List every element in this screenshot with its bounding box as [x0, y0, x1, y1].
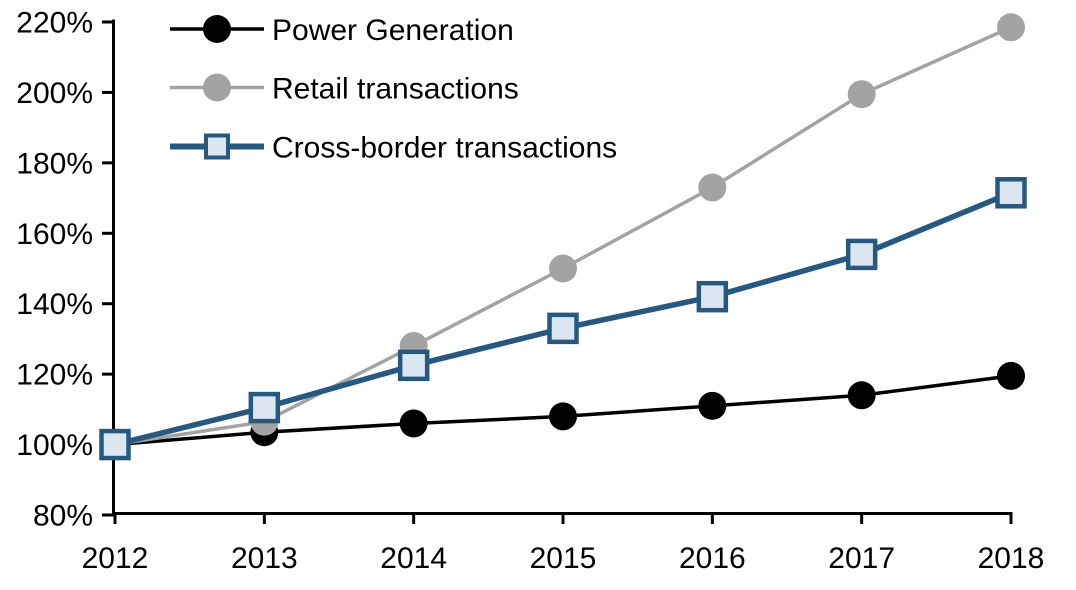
x-tick-label: 2017 — [828, 542, 895, 575]
legend: Power Generation Retail transactions Cro… — [170, 14, 617, 165]
legend-circle-marker — [203, 15, 231, 43]
x-tick-label: 2015 — [530, 542, 597, 575]
data-point-cross-border-transactions-2014 — [397, 349, 430, 382]
series-power-generation — [101, 361, 1025, 459]
data-point-power-generation-2014 — [399, 409, 428, 438]
series-line-retail-transactions — [114, 25, 1012, 447]
legend-square-marker — [204, 133, 230, 160]
data-point-retail-transactions-2015 — [549, 254, 577, 283]
series-group — [99, 13, 1027, 461]
legend-circle-marker — [203, 73, 231, 102]
x-tick-label: 2016 — [679, 542, 746, 575]
x-tick-label: 2014 — [380, 542, 447, 575]
legend-label-cross-border-transactions: Cross-border transactions — [272, 132, 617, 165]
y-tick-label: 120% — [16, 359, 93, 392]
y-tick-label: 200% — [16, 77, 93, 110]
data-point-cross-border-transactions-2017 — [845, 238, 878, 271]
x-tick-label: 2018 — [978, 542, 1045, 575]
data-point-cross-border-transactions-2016 — [696, 280, 729, 313]
legend-label-retail-transactions: Retail transactions — [272, 73, 519, 106]
data-point-power-generation-2015 — [549, 402, 577, 431]
data-point-cross-border-transactions-2013 — [248, 391, 281, 424]
data-point-cross-border-transactions-2012 — [99, 428, 131, 461]
y-tick-label: 160% — [16, 218, 93, 251]
data-point-power-generation-2018 — [997, 361, 1025, 390]
data-point-cross-border-transactions-2018 — [995, 177, 1027, 209]
data-point-power-generation-2016 — [698, 391, 727, 420]
x-tick-label: 2013 — [231, 542, 298, 575]
data-point-cross-border-transactions-2015 — [547, 312, 579, 345]
data-point-retail-transactions-2017 — [847, 80, 876, 109]
x-tick-label: 2012 — [82, 542, 149, 575]
y-tick-label: 140% — [16, 288, 93, 321]
series-cross-border-transactions — [99, 177, 1027, 461]
y-tick-label: 100% — [16, 429, 93, 462]
legend-item-power-generation: Power Generation — [170, 14, 514, 47]
legend-item-cross-border-transactions: Cross-border transactions — [170, 132, 617, 165]
y-tick-label: 220% — [16, 7, 93, 40]
legend-item-retail-transactions: Retail transactions — [170, 73, 519, 106]
data-point-retail-transactions-2018 — [997, 13, 1025, 42]
data-point-power-generation-2017 — [847, 381, 876, 410]
data-point-retail-transactions-2016 — [698, 173, 727, 202]
y-tick-label: 180% — [16, 147, 93, 180]
legend-label-power-generation: Power Generation — [272, 14, 514, 47]
y-tick-label: 80% — [33, 500, 93, 533]
axes: 80% 100% 120% 140% 160% 180% 200% 220% 2012 2013 2… — [16, 7, 1044, 576]
